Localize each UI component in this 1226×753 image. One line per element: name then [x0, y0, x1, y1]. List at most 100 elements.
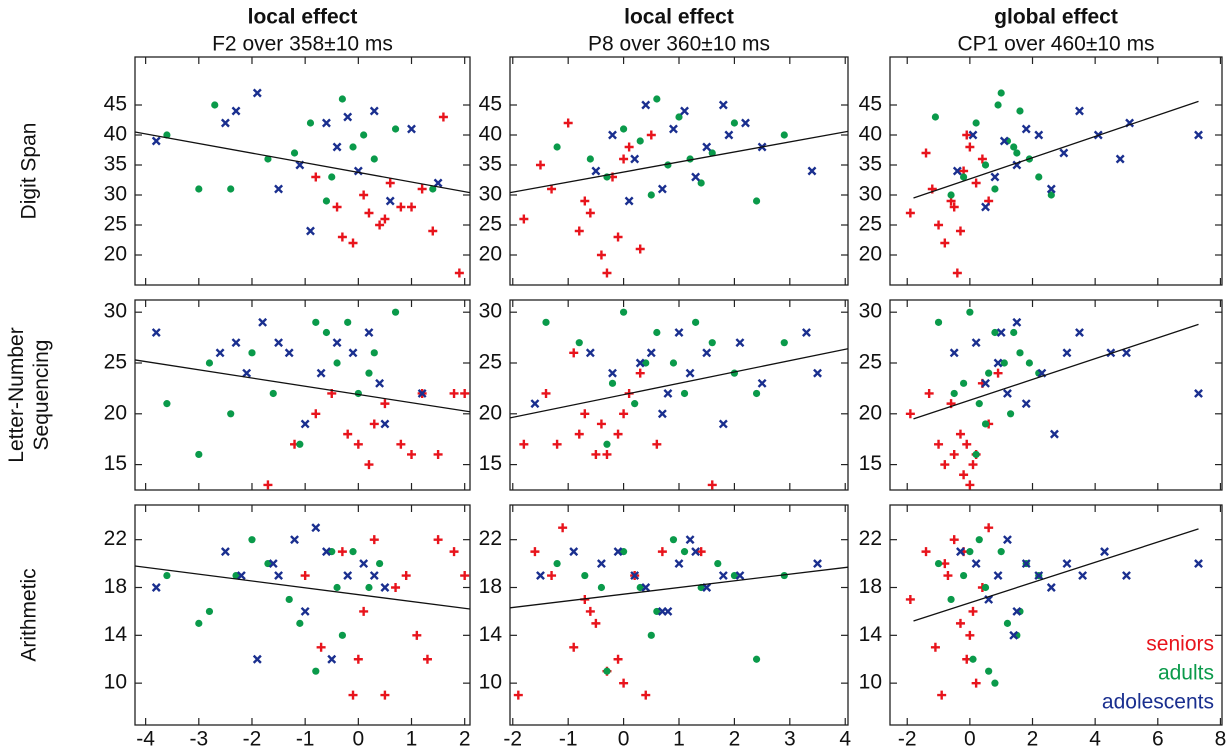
x-tick-label: 2: [459, 728, 471, 751]
point: [215, 348, 225, 358]
point: [657, 547, 667, 557]
y-tick-label: 22: [104, 527, 127, 550]
point: [296, 619, 304, 627]
point: [422, 654, 432, 664]
x-tick-label: 0: [618, 728, 630, 751]
y-tick-label: 35: [859, 153, 882, 176]
point: [290, 149, 299, 157]
point: [1047, 191, 1055, 199]
trend-line: [913, 100, 1199, 199]
point: [353, 166, 363, 176]
point: [1010, 328, 1018, 337]
point: [947, 191, 955, 199]
point: [635, 368, 645, 378]
y-tick-label: 25: [479, 213, 502, 236]
point: [955, 226, 965, 236]
point: [813, 368, 822, 378]
point: [653, 95, 661, 103]
panel: 15 20 25 30: [859, 299, 1223, 491]
point: [231, 106, 241, 116]
point: [1021, 559, 1031, 569]
point: [349, 548, 357, 556]
point: [934, 559, 943, 568]
plot-frame: [889, 299, 1223, 491]
point: [591, 618, 601, 628]
point: [991, 328, 999, 337]
point: [285, 595, 293, 604]
y-tick-label: 15: [479, 452, 502, 475]
trend-line: [510, 348, 848, 419]
trend-line: [510, 566, 848, 609]
point: [730, 119, 739, 127]
point: [365, 369, 373, 377]
point: [580, 196, 590, 206]
point: [264, 559, 272, 568]
point: [311, 172, 321, 182]
point: [375, 378, 385, 388]
point: [1000, 359, 1008, 367]
trend-line: [913, 528, 1199, 622]
y-tick-label: 40: [859, 123, 882, 146]
point: [653, 328, 661, 337]
point: [985, 667, 993, 675]
point: [321, 547, 331, 557]
point: [322, 197, 331, 205]
point: [585, 606, 595, 616]
point: [960, 173, 968, 181]
point: [971, 559, 981, 569]
point: [1003, 535, 1012, 545]
point: [344, 318, 352, 326]
point: [714, 559, 722, 568]
points: [905, 89, 1203, 278]
point: [151, 328, 161, 337]
x-tick-label: 1: [406, 728, 418, 751]
y-tick-label: 35: [104, 153, 127, 176]
y-tick-label: 15: [104, 452, 127, 475]
point: [707, 480, 717, 490]
point: [343, 571, 353, 580]
point: [591, 449, 601, 459]
point: [691, 172, 701, 182]
y-tick-label: 20: [104, 243, 127, 266]
points: [513, 523, 822, 700]
point: [269, 389, 277, 398]
point: [1012, 317, 1022, 327]
y-tick-label: 25: [479, 351, 502, 374]
point: [380, 419, 390, 429]
point: [940, 460, 950, 470]
panel: local effect F2 over 358±10 ms Digit Span 2…: [18, 6, 471, 286]
point: [630, 154, 640, 164]
point: [981, 583, 990, 592]
point: [333, 583, 341, 592]
point: [343, 112, 353, 122]
point: [631, 400, 639, 408]
point: [937, 690, 947, 700]
point: [306, 119, 315, 127]
point: [220, 118, 230, 128]
point: [996, 328, 1006, 337]
point: [708, 339, 716, 347]
x-tick-label: 4: [1089, 728, 1101, 751]
point: [391, 308, 400, 316]
trend-line: [135, 359, 470, 413]
point: [780, 131, 788, 139]
point: [360, 131, 368, 139]
point: [449, 547, 459, 557]
point: [236, 571, 246, 580]
point: [624, 142, 634, 152]
point: [385, 196, 395, 206]
point: [669, 359, 678, 367]
point: [1016, 349, 1024, 357]
point: [685, 535, 695, 545]
point: [385, 178, 395, 188]
point: [619, 154, 629, 164]
point: [348, 690, 358, 700]
point: [997, 89, 1005, 97]
point: [328, 548, 336, 556]
point: [232, 571, 240, 580]
point: [702, 348, 712, 358]
point: [391, 125, 400, 133]
point: [359, 559, 369, 569]
point: [364, 328, 374, 337]
y-tick-label: 10: [479, 671, 502, 694]
